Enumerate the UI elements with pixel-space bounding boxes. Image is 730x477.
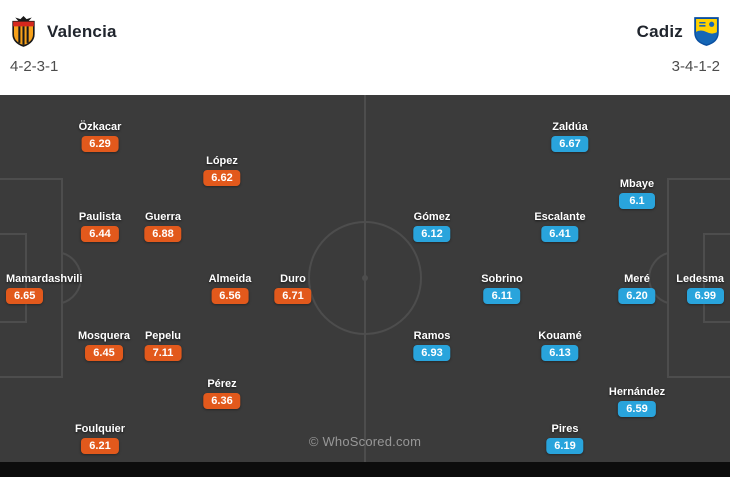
player-home[interactable]: López 6.62 [203, 155, 241, 186]
player-name: Mamardashvili [6, 273, 83, 285]
away-team-block: Cadiz 3-4-1-2 [637, 16, 720, 95]
player-rating-badge: 6.20 [618, 288, 656, 304]
player-away[interactable]: Ledesma 6.99 [676, 273, 724, 304]
home-team-block: Valencia 4-2-3-1 [10, 16, 117, 95]
player-rating-badge: 6.13 [541, 345, 579, 361]
player-name: Kouamé [538, 330, 582, 342]
player-name: Gómez [413, 211, 451, 223]
player-name: Paulista [78, 211, 122, 223]
player-rating-badge: 6.56 [211, 288, 249, 304]
away-formation: 3-4-1-2 [671, 58, 720, 75]
player-rating-badge: 6.36 [203, 393, 241, 409]
match-header: Valencia 4-2-3-1 Cadiz 3-4-1-2 [0, 0, 730, 95]
player-name: Özkacar [78, 121, 122, 133]
away-team-name: Cadiz [636, 21, 683, 41]
player-away[interactable]: Kouamé 6.13 [538, 330, 582, 361]
player-home[interactable]: Özkacar 6.29 [78, 121, 122, 152]
player-name: Pires [551, 423, 579, 435]
player-rating-badge: 6.65 [6, 288, 44, 304]
player-rating-badge: 6.88 [144, 226, 182, 242]
player-away[interactable]: Sobrino 6.11 [481, 273, 523, 304]
player-name: Mbaye [619, 178, 655, 190]
player-name: Escalante [534, 211, 586, 223]
player-away[interactable]: Hernández 6.59 [609, 386, 665, 417]
player-home[interactable]: Guerra 6.88 [144, 211, 182, 242]
player-name: López [206, 155, 238, 167]
player-rating-badge: 6.59 [618, 401, 656, 417]
away-team-link[interactable]: Cadiz [637, 16, 720, 47]
valencia-crest-icon [12, 16, 35, 47]
player-rating-badge: 6.1 [619, 193, 655, 209]
player-name: Meré [624, 273, 650, 285]
player-name: Hernández [608, 386, 666, 398]
player-home[interactable]: Paulista 6.44 [79, 211, 121, 242]
home-team-link[interactable]: Valencia [10, 16, 117, 47]
player-name: Pérez [207, 378, 237, 390]
player-home[interactable]: Pepelu 7.11 [144, 330, 182, 361]
player-rating-badge: 6.12 [413, 226, 451, 242]
player-rating-badge: 6.67 [551, 136, 589, 152]
player-rating-badge: 6.99 [686, 288, 724, 304]
player-rating-badge: 6.41 [541, 226, 579, 242]
player-rating-badge: 6.44 [81, 226, 119, 242]
player-rating-badge: 6.45 [85, 345, 123, 361]
player-name: Zaldúa [552, 121, 588, 133]
player-rating-badge: 6.71 [274, 288, 312, 304]
player-away[interactable]: Pires 6.19 [546, 423, 584, 454]
player-away[interactable]: Escalante 6.41 [534, 211, 586, 242]
player-home[interactable]: Foulquier 6.21 [75, 423, 125, 454]
player-home[interactable]: Mamardashvili 6.65 [6, 273, 82, 304]
player-rating-badge: 6.62 [203, 170, 241, 186]
player-home[interactable]: Duro 6.71 [274, 273, 312, 304]
player-away[interactable]: Meré 6.20 [618, 273, 656, 304]
pitch: Özkacar 6.29 López 6.62 Paulista 6.44 Guerra 6.… [0, 95, 730, 462]
cadiz-crest-icon [694, 17, 719, 46]
player-home[interactable]: Mosquera 6.45 [78, 330, 130, 361]
player-rating-badge: 6.93 [413, 345, 451, 361]
player-away[interactable]: Mbaye 6.1 [619, 178, 655, 209]
player-rating-badge: 6.19 [546, 438, 584, 454]
home-formation: 4-2-3-1 [10, 58, 59, 75]
player-away[interactable]: Ramos 6.93 [413, 330, 451, 361]
pitch-markings [0, 95, 730, 462]
player-away[interactable]: Zaldúa 6.67 [551, 121, 589, 152]
player-rating-badge: 6.11 [483, 288, 521, 304]
player-name: Pepelu [144, 330, 182, 342]
player-rating-badge: 7.11 [144, 345, 182, 361]
player-name: Ledesma [676, 273, 724, 285]
bottom-bar [0, 462, 730, 477]
player-name: Mosquera [78, 330, 130, 342]
player-name: Almeida [208, 273, 252, 285]
player-home[interactable]: Almeida 6.56 [208, 273, 252, 304]
watermark: © WhoScored.com [308, 434, 422, 449]
player-name: Foulquier [74, 423, 126, 435]
player-rating-badge: 6.29 [81, 136, 119, 152]
player-away[interactable]: Gómez 6.12 [413, 211, 451, 242]
player-home[interactable]: Pérez 6.36 [203, 378, 241, 409]
player-name: Duro [280, 273, 306, 285]
player-name: Ramos [413, 330, 451, 342]
player-name: Sobrino [481, 273, 523, 285]
home-team-name: Valencia [47, 21, 117, 41]
player-rating-badge: 6.21 [81, 438, 119, 454]
player-name: Guerra [144, 211, 182, 223]
